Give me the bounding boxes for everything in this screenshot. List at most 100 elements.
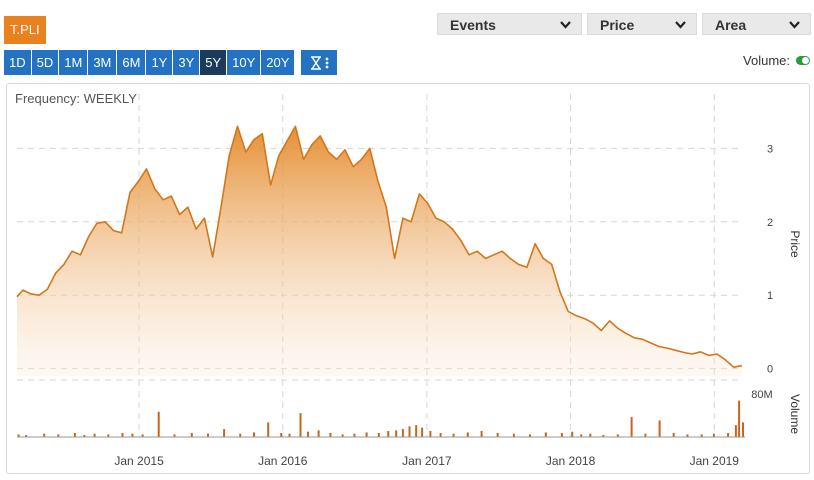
volume-bar <box>395 430 398 437</box>
volume-bar <box>387 431 390 437</box>
volume-bar <box>512 433 515 437</box>
events-dropdown[interactable]: Events <box>437 13 582 35</box>
volume-bar <box>365 432 368 437</box>
volume-axis-title: Volume <box>788 394 802 434</box>
hourglass-icon <box>310 55 321 70</box>
volume-bars <box>17 400 745 438</box>
volume-bar <box>299 413 302 437</box>
x-tick-label: Jan 2017 <box>402 454 452 468</box>
volume-bar <box>466 432 469 437</box>
volume-bar <box>43 433 46 437</box>
range-button-5y[interactable]: 5Y <box>200 50 227 75</box>
volume-bar <box>190 433 193 437</box>
volume-bar <box>253 432 255 437</box>
volume-bar <box>589 433 592 437</box>
range-button-5d[interactable]: 5D <box>31 50 59 75</box>
range-button-3m[interactable]: 3M <box>88 50 117 75</box>
volume-bar <box>560 433 563 437</box>
price-tick-label: 0 <box>767 364 773 376</box>
date-range-tool-button[interactable] <box>301 50 338 75</box>
stock-chart: 0 1 2 3 Jan 2015 Jan 2016 Jan 2017 Jan 2018 Jan … <box>16 94 802 468</box>
volume-bar <box>580 434 583 437</box>
volume-bar <box>25 435 28 437</box>
volume-tick-label: 80M <box>751 389 772 401</box>
volume-toggle-label: Volume: <box>743 53 790 68</box>
volume-bar <box>658 420 661 437</box>
volume-toggle-switch[interactable] <box>796 56 810 65</box>
volume-bar <box>341 434 344 437</box>
volume-bar <box>207 433 209 437</box>
volume-bar <box>602 435 605 437</box>
volume-bar <box>17 434 20 437</box>
frequency-label: Frequency: WEEKLY <box>15 91 137 106</box>
x-tick-label: Jan 2015 <box>114 454 164 468</box>
volume-bar <box>223 429 226 437</box>
volume-bar <box>571 431 574 437</box>
volume-bar <box>353 433 356 437</box>
price-tick-label: 3 <box>767 143 773 155</box>
volume-bar <box>288 433 291 437</box>
volume-bar <box>742 422 744 437</box>
volume-bar <box>317 430 320 437</box>
x-tick-label: Jan 2016 <box>258 454 308 468</box>
volume-bar <box>480 431 483 437</box>
volume-bar <box>83 435 86 437</box>
volume-bar <box>329 433 332 437</box>
volume-bar <box>157 411 160 437</box>
volume-bar <box>415 425 418 437</box>
volume-bar <box>452 433 455 437</box>
range-button-3y[interactable]: 3Y <box>173 50 200 75</box>
volume-bar <box>141 434 144 437</box>
volume-bar <box>616 434 619 437</box>
range-selector: 1D 5D 1M 3M 6M 1Y 3Y 5Y 10Y 20Y <box>4 50 338 75</box>
chevron-down-icon <box>789 21 800 29</box>
area-dropdown-label: Area <box>715 17 747 33</box>
price-area <box>16 125 743 376</box>
volume-bar <box>496 433 499 437</box>
volume-bar <box>630 417 633 437</box>
chart-panel: Frequency: WEEKLY 0 1 2 3 Jan 2015 Jan 2016 Ja… <box>6 83 810 474</box>
axis-labels: 0 1 2 3 Jan 2015 Jan 2016 Jan 2017 Jan 2018 Jan … <box>114 143 802 468</box>
volume-bar <box>734 425 737 437</box>
range-button-1y[interactable]: 1Y <box>146 50 173 75</box>
volume-bar <box>686 434 689 437</box>
range-button-1m[interactable]: 1M <box>59 50 88 75</box>
x-tick-label: Jan 2019 <box>690 454 740 468</box>
volume-bar <box>401 429 404 437</box>
volume-bar <box>93 433 96 437</box>
volume-bar <box>429 431 432 437</box>
volume-bar <box>408 426 411 437</box>
volume-bar <box>738 400 741 437</box>
range-button-6m[interactable]: 6M <box>117 50 146 75</box>
range-button-10y[interactable]: 10Y <box>227 50 261 75</box>
volume-bar <box>672 433 675 437</box>
price-tick-label: 1 <box>767 290 773 302</box>
x-tick-label: Jan 2018 <box>546 454 596 468</box>
volume-bar <box>173 434 176 437</box>
volume-bar <box>239 433 242 437</box>
volume-bar <box>73 433 76 437</box>
range-button-1d[interactable]: 1D <box>4 50 31 75</box>
price-axis-title: Price <box>788 230 802 258</box>
volume-bar <box>529 434 531 437</box>
volume-bar <box>307 431 309 437</box>
price-tick-label: 2 <box>767 217 773 229</box>
area-dropdown[interactable]: Area <box>702 13 811 35</box>
events-dropdown-label: Events <box>450 17 496 33</box>
volume-bar <box>700 434 703 437</box>
volume-bar <box>107 434 110 437</box>
volume-bar <box>377 433 380 437</box>
price-dropdown-label: Price <box>600 17 635 33</box>
ticker-symbol: T.PLI <box>4 16 46 44</box>
range-button-20y[interactable]: 20Y <box>261 50 295 75</box>
volume-bar <box>439 433 442 437</box>
price-dropdown[interactable]: Price <box>587 13 697 35</box>
volume-bar <box>712 433 715 437</box>
more-options-icon <box>325 57 329 68</box>
volume-bar <box>727 433 730 437</box>
volume-bar <box>544 432 547 437</box>
volume-bar <box>644 433 647 437</box>
volume-toggle-group: Volume: <box>743 53 810 68</box>
volume-bar <box>421 427 424 437</box>
volume-bar <box>267 422 270 437</box>
